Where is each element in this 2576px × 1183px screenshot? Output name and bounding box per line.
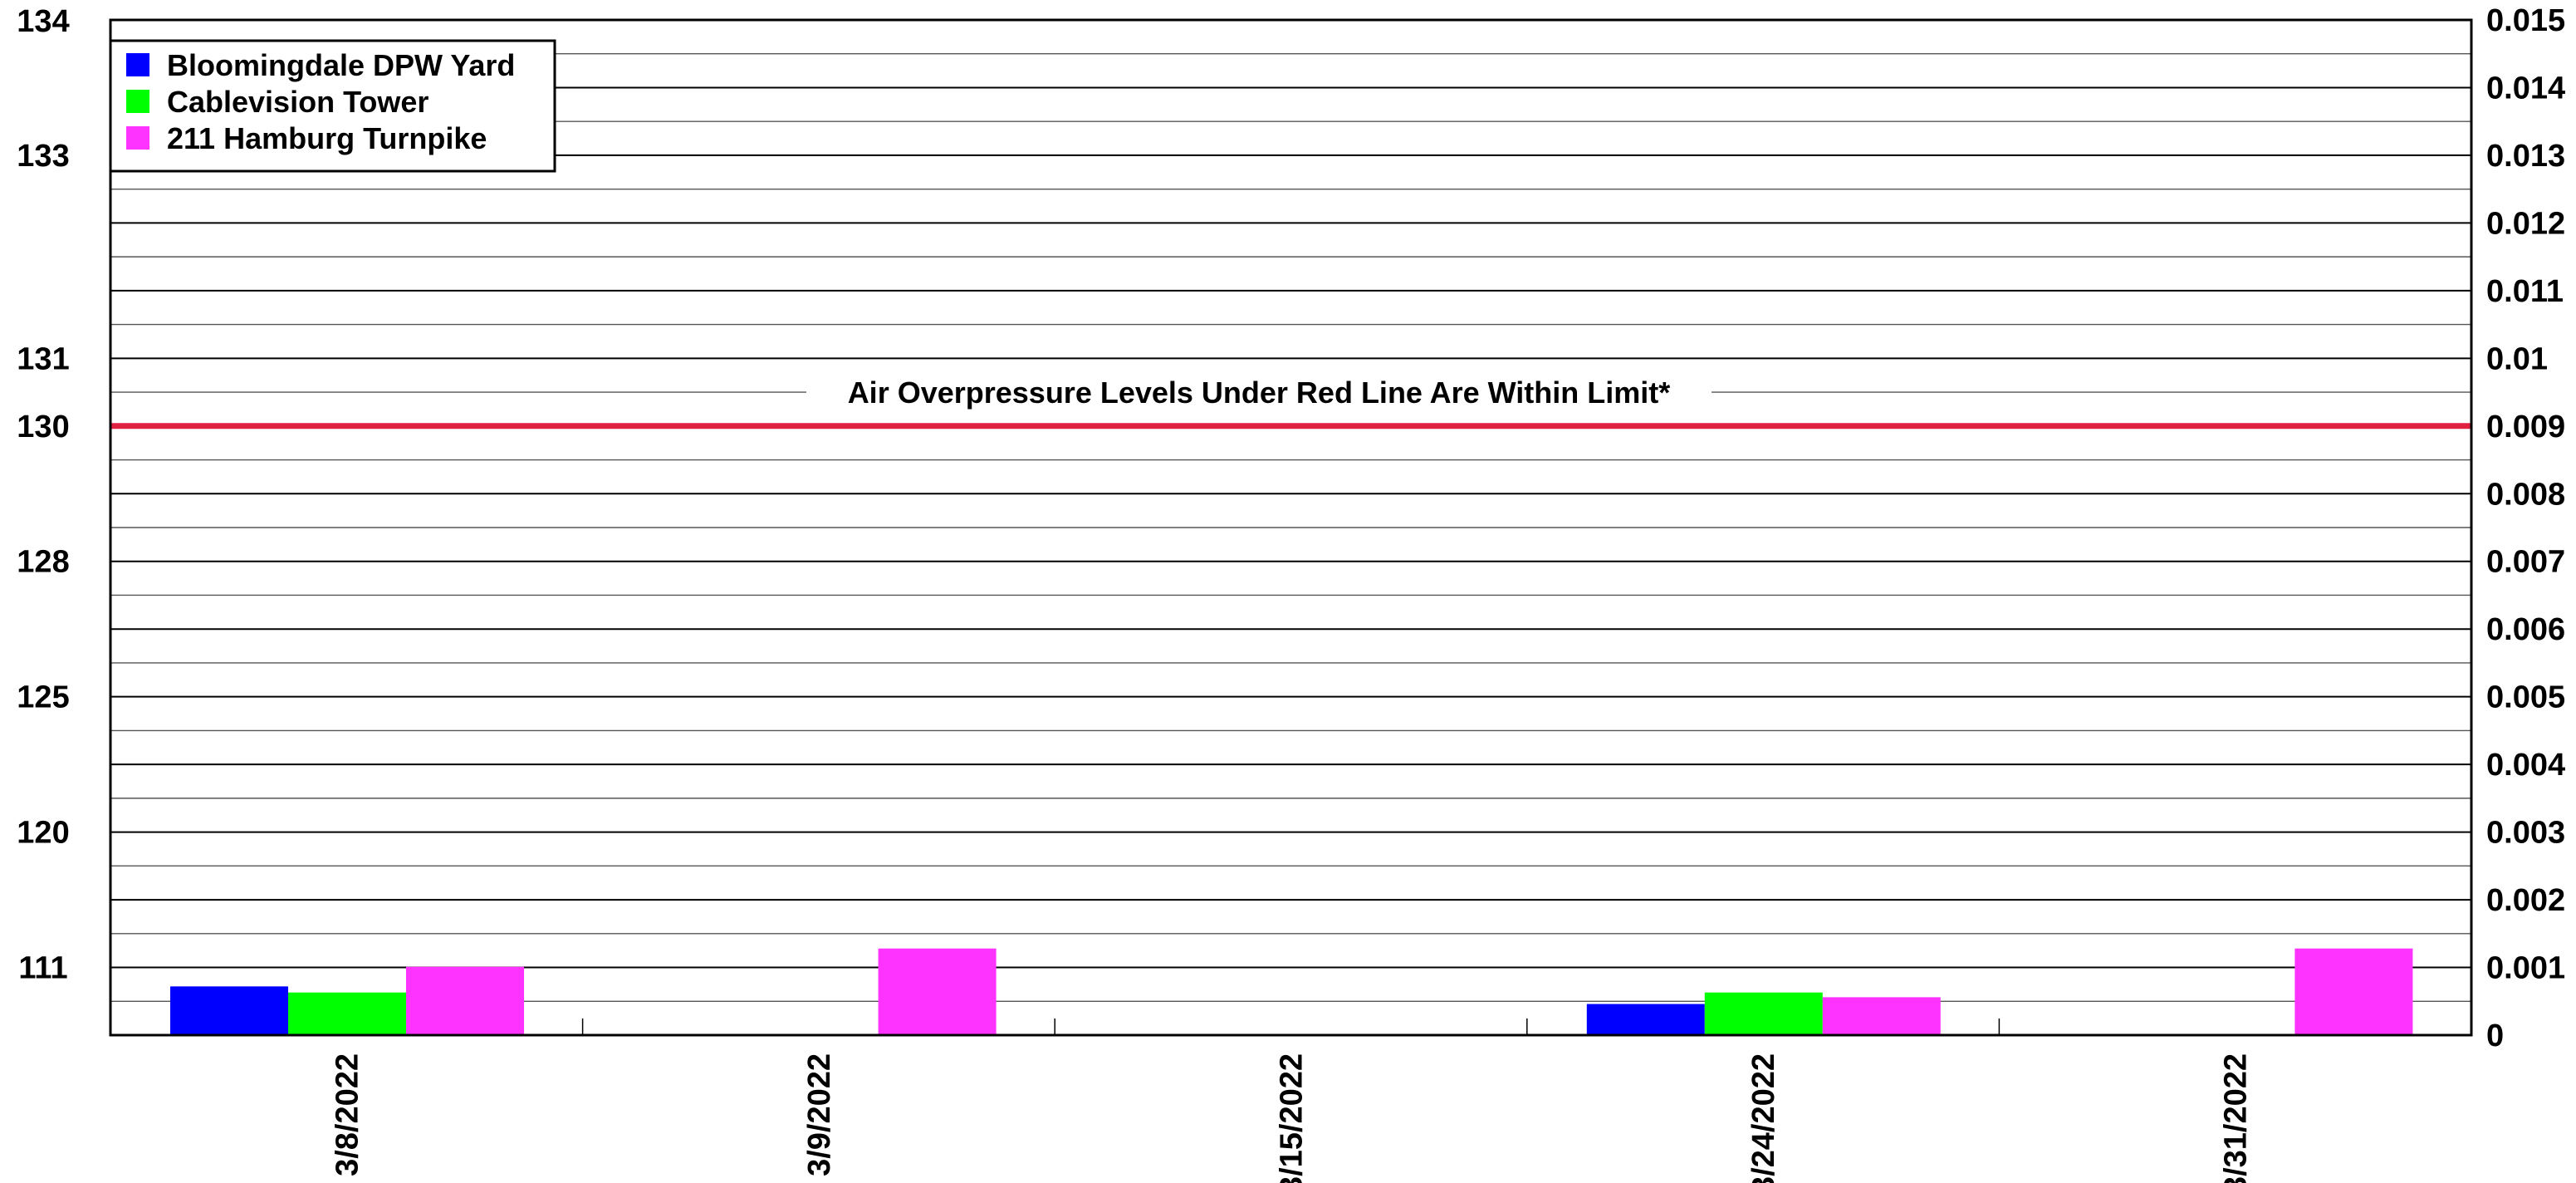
bar-cablevision-tower-4 — [1704, 992, 1823, 1035]
bar-211-hamburg-turnpike-1 — [406, 966, 524, 1035]
bar-211-hamburg-turnpike-5 — [2294, 948, 2413, 1035]
left-axis-tick-labels: 111 120 125 128 130 131 133 134 — [17, 4, 69, 986]
x-axis-tick-labels: 3/8/2022 3/9/2022 3/15/2022 3/24/2022 3/31/2… — [330, 1053, 2253, 1183]
right-tick-label: 0.008 — [2486, 477, 2565, 512]
left-tick-label: 125 — [17, 680, 69, 715]
annotation-background — [806, 374, 1712, 411]
right-tick-label: 0.007 — [2486, 545, 2565, 580]
bar-cablevision-tower-1 — [288, 992, 406, 1035]
right-tick-label: 0.003 — [2486, 816, 2565, 851]
left-tick-label: 128 — [17, 545, 69, 580]
axes — [109, 18, 2473, 1037]
right-tick-label: 0.012 — [2486, 206, 2565, 241]
right-tick-label: 0.005 — [2486, 680, 2565, 715]
left-tick-label: 133 — [17, 139, 69, 174]
bar-bloomingdale-dpw-yard-4 — [1586, 1004, 1705, 1035]
left-tick-label: 130 — [17, 410, 69, 444]
x-tick-label: 3/9/2022 — [802, 1053, 837, 1176]
left-tick-label: 134 — [17, 4, 69, 39]
legend-swatch — [126, 90, 149, 113]
bar-211-hamburg-turnpike-2 — [878, 948, 997, 1035]
x-tick-label: 3/8/2022 — [330, 1053, 365, 1176]
left-tick-label: 120 — [17, 816, 69, 851]
x-tick-label: 3/31/2022 — [2219, 1053, 2254, 1183]
legend-label: 211 Hamburg Turnpike — [167, 121, 487, 155]
legend-box — [109, 39, 556, 173]
plot-frame — [109, 18, 2473, 1037]
limit-line-group: Air Overpressure Levels Under Red Line A… — [110, 374, 2471, 430]
right-tick-label: 0.014 — [2486, 71, 2565, 106]
right-tick-label: 0.011 — [2486, 274, 2564, 309]
right-tick-label: 0.01 — [2486, 341, 2548, 376]
bars — [170, 948, 2413, 1035]
right-tick-label: 0.001 — [2486, 951, 2565, 986]
left-tick-label: 131 — [17, 341, 69, 376]
right-tick-label: 0 — [2486, 1019, 2504, 1053]
legend-swatch — [126, 126, 149, 150]
limit-annotation: Air Overpressure Levels Under Red Line A… — [848, 376, 1671, 410]
bar-bloomingdale-dpw-yard-1 — [170, 986, 288, 1035]
right-axis-tick-labels: 0 0.001 0.002 0.003 0.004 0.005 0.006 0.007 0.00… — [2486, 3, 2565, 1053]
legend-label: Cablevision Tower — [167, 85, 429, 119]
right-tick-label: 0.004 — [2486, 748, 2565, 783]
right-tick-label: 0.009 — [2486, 410, 2565, 444]
right-tick-label: 0.006 — [2486, 612, 2565, 647]
x-tick-label: 3/15/2022 — [1275, 1053, 1310, 1183]
legend-label: Bloomingdale DPW Yard — [167, 48, 515, 82]
left-tick-label: 111 — [18, 951, 67, 986]
right-tick-label: 0.002 — [2486, 883, 2565, 918]
bar-211-hamburg-turnpike-4 — [1822, 997, 1941, 1035]
right-tick-label: 0.015 — [2486, 3, 2565, 38]
x-tick-label: 3/24/2022 — [1746, 1053, 1781, 1183]
legend-swatch — [126, 53, 149, 76]
right-tick-label: 0.013 — [2486, 139, 2565, 174]
gridlines — [110, 53, 2471, 1002]
